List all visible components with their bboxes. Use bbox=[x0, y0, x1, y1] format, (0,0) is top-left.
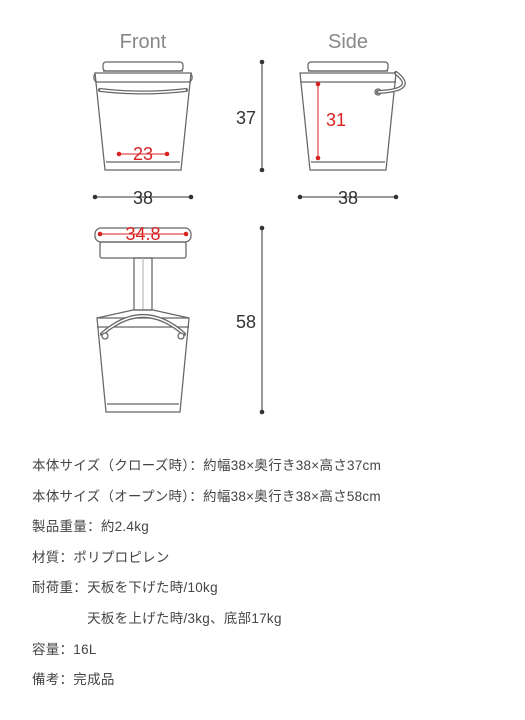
front-title: Front bbox=[120, 31, 167, 53]
front-inner-width-dim: 23 bbox=[117, 144, 170, 164]
svg-text:58: 58 bbox=[236, 312, 256, 332]
open-body bbox=[95, 228, 191, 412]
spec-line: 天板を上げた時/3kg、底部17kg bbox=[32, 608, 502, 630]
spec-line: 備考：完成品 bbox=[32, 669, 502, 691]
svg-text:37: 37 bbox=[236, 108, 256, 128]
svg-text:34.8: 34.8 bbox=[125, 224, 160, 244]
spec-line: 製品重量：約2.4kg bbox=[32, 516, 502, 538]
side-inner-height-dim: 31 bbox=[316, 82, 346, 161]
spec-line: 耐荷重：天板を下げた時/10kg bbox=[32, 577, 502, 599]
side-title: Side bbox=[328, 31, 368, 53]
svg-text:38: 38 bbox=[133, 188, 153, 208]
front-width-dim: 38 bbox=[93, 188, 194, 208]
svg-text:38: 38 bbox=[338, 188, 358, 208]
spec-line: 材質：ポリプロピレン bbox=[32, 547, 502, 569]
svg-text:31: 31 bbox=[326, 110, 346, 130]
spec-line: 本体サイズ（オープン時）：約幅38×奥行き38×高さ58cm bbox=[32, 486, 502, 508]
open-height-dim: 58 bbox=[236, 226, 264, 415]
side-width-dim: 38 bbox=[298, 188, 399, 208]
spec-line: 本体サイズ（クローズ時）：約幅38×奥行き38×高さ37cm bbox=[32, 455, 502, 477]
open-top-width-dim: 34.8 bbox=[98, 224, 189, 244]
dimension-diagram: Front 23 38 Side bbox=[0, 0, 525, 445]
side-body bbox=[300, 62, 404, 170]
spec-list: 本体サイズ（クローズ時）：約幅38×奥行き38×高さ37cm 本体サイズ（オープ… bbox=[32, 455, 502, 700]
spec-line: 容量：16L bbox=[32, 639, 502, 661]
svg-text:23: 23 bbox=[133, 144, 153, 164]
closed-height-dim: 37 bbox=[236, 60, 264, 173]
